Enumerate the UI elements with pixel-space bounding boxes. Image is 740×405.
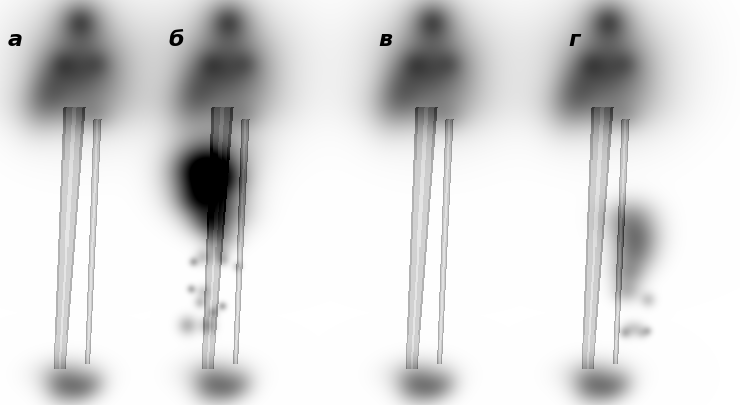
Text: б: б xyxy=(168,30,184,50)
Text: г: г xyxy=(568,30,579,50)
Text: а: а xyxy=(8,30,23,50)
Text: в: в xyxy=(378,30,392,50)
